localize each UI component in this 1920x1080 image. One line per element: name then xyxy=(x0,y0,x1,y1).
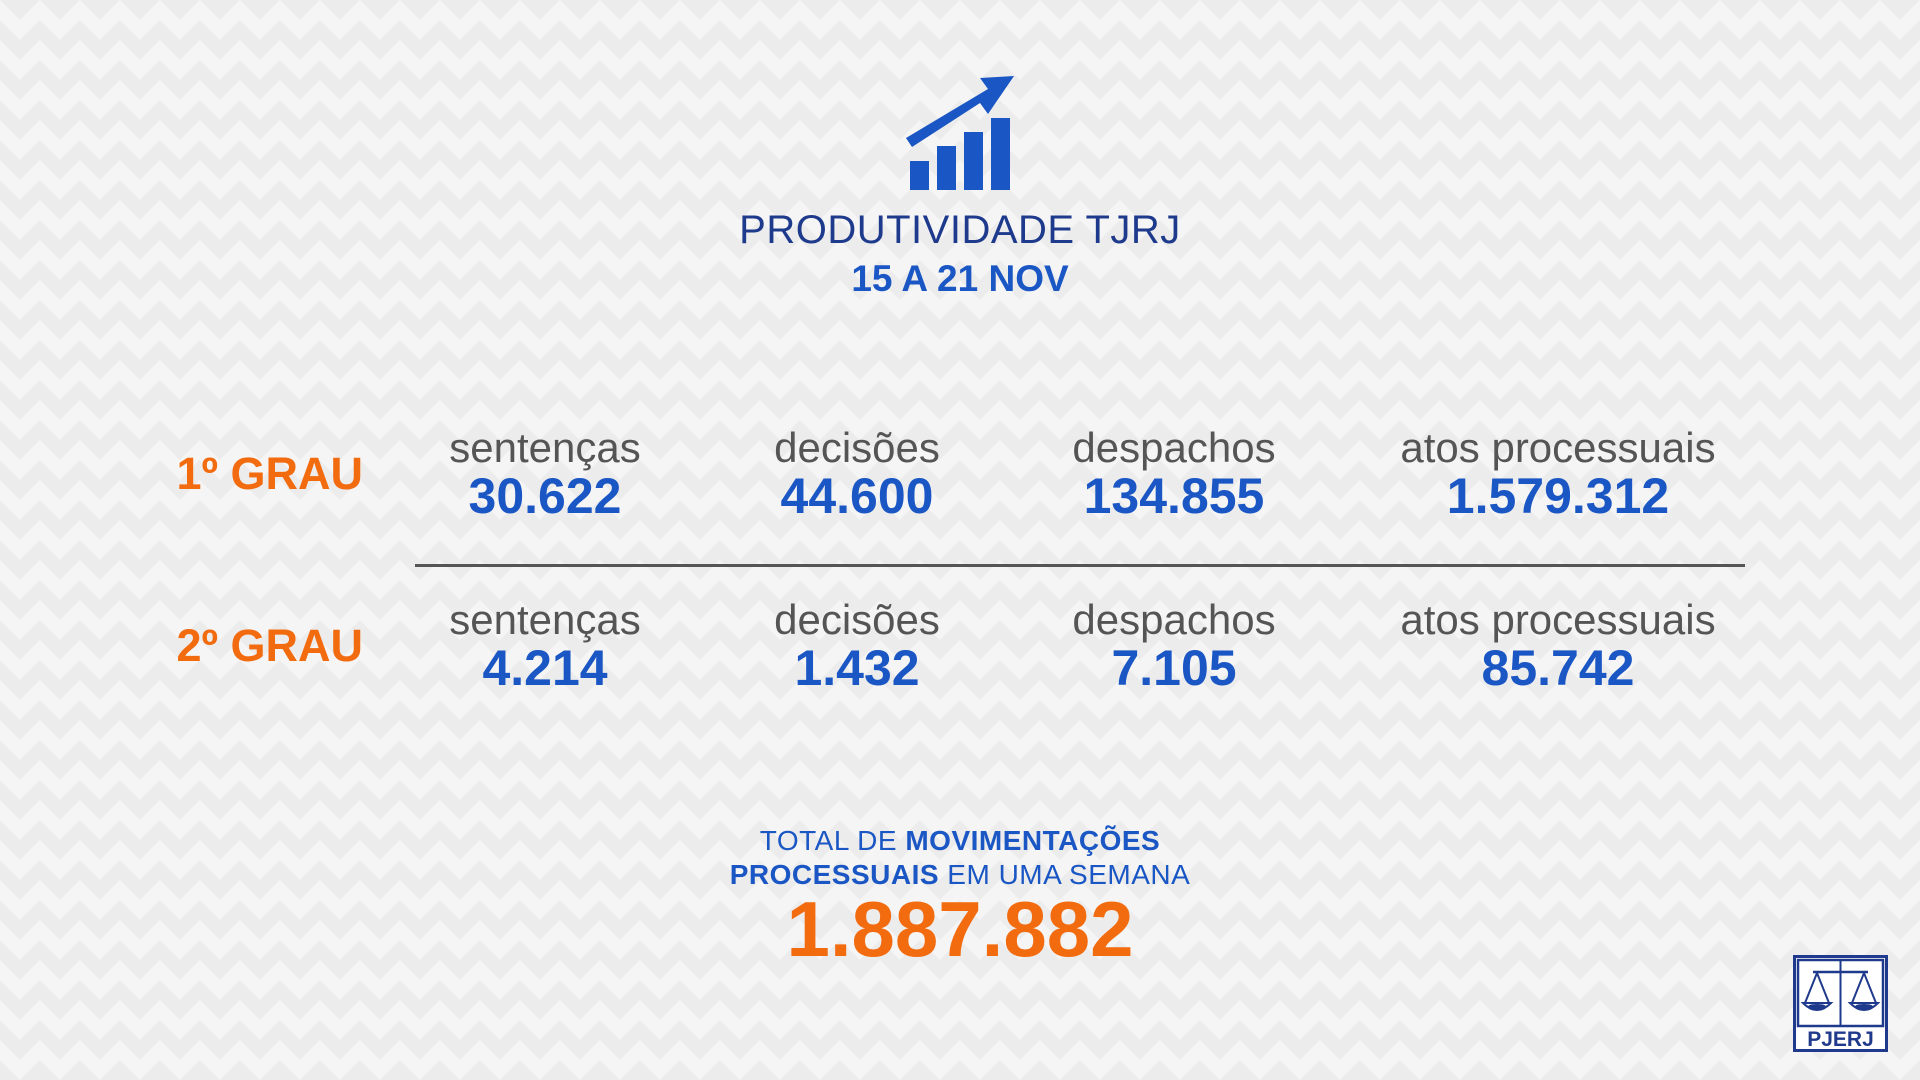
stat-despachos-1: despachos 134.855 xyxy=(994,424,1354,524)
stat-value: 1.579.312 xyxy=(1446,468,1670,524)
period-subtitle: 15 A 21 NOV xyxy=(851,258,1069,299)
row-label-1-grau: 1º GRAU xyxy=(176,448,363,499)
stat-label: despachos xyxy=(1072,596,1276,643)
stat-sentencas-2: sentenças 4.214 xyxy=(365,596,725,696)
stat-value: 85.742 xyxy=(1481,640,1635,696)
stat-value: 134.855 xyxy=(1083,468,1265,524)
stat-label: decisões xyxy=(774,424,940,471)
stat-value: 1.432 xyxy=(794,640,920,696)
stat-label: sentenças xyxy=(449,424,641,471)
page-title: PRODUTIVIDADE TJRJ xyxy=(739,208,1181,252)
scales-of-justice-icon xyxy=(1800,960,1881,1026)
total-label-line2-regular: EM UMA SEMANA xyxy=(939,859,1191,890)
stat-decisoes-2: decisões 1.432 xyxy=(677,596,1037,696)
stat-value: 44.600 xyxy=(780,468,934,524)
stat-value: 4.214 xyxy=(482,640,608,696)
stat-sentencas-1: sentenças 30.622 xyxy=(365,424,725,524)
stat-decisoes-1: decisões 44.600 xyxy=(677,424,1037,524)
stat-label: despachos xyxy=(1072,424,1276,471)
row-divider xyxy=(415,564,1745,567)
stat-value: 30.622 xyxy=(468,468,622,524)
stat-despachos-2: despachos 7.105 xyxy=(994,596,1354,696)
total-label-line1-bold: MOVIMENTAÇÕES xyxy=(905,825,1161,856)
growth-bar-chart-icon xyxy=(906,76,1014,190)
stat-label: sentenças xyxy=(449,596,641,643)
stat-atos-processuais-2: atos processuais 85.742 xyxy=(1378,596,1738,696)
stat-label: decisões xyxy=(774,596,940,643)
logo-text: PJERJ xyxy=(1807,1028,1874,1051)
row-label-2-grau: 2º GRAU xyxy=(176,620,363,671)
stat-label: atos processuais xyxy=(1400,596,1716,643)
total-label-line1-regular: TOTAL DE xyxy=(759,825,906,856)
total-label-line2-bold: PROCESSUAIS xyxy=(729,859,940,890)
stat-label: atos processuais xyxy=(1400,424,1716,471)
total-value: 1.887.882 xyxy=(786,885,1134,973)
total-label: TOTAL DE MOVIMENTAÇÕES PROCESSUAIS EM UM… xyxy=(0,824,1920,892)
pjerj-logo: PJERJ xyxy=(1793,955,1888,1052)
stat-value: 7.105 xyxy=(1111,640,1237,696)
stat-atos-processuais-1: atos processuais 1.579.312 xyxy=(1378,424,1738,524)
